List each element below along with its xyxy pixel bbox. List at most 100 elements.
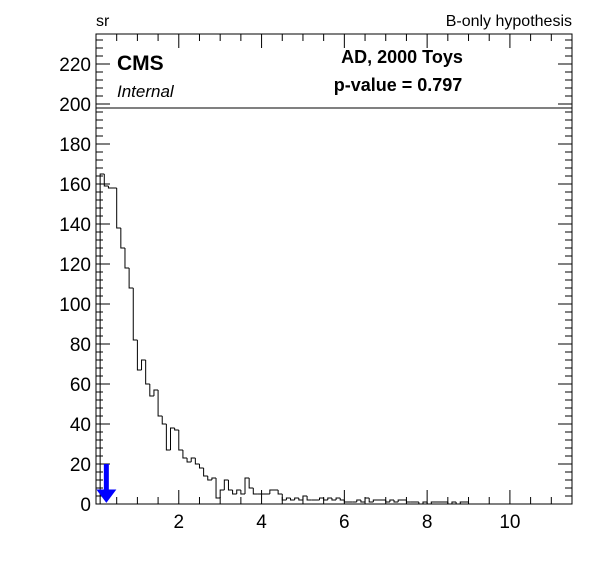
y-tick-label: 160 bbox=[59, 175, 91, 196]
histogram-bin bbox=[331, 498, 337, 501]
y-tick-label: 60 bbox=[70, 375, 91, 396]
toys-label: AD, 2000 Toys bbox=[341, 47, 463, 67]
histogram-bin bbox=[203, 468, 208, 477]
histogram-bin bbox=[426, 502, 432, 505]
histogram-bin bbox=[153, 389, 159, 396]
histogram-bin bbox=[219, 489, 225, 498]
histogram-bin bbox=[120, 228, 125, 249]
pvalue-label: p-value = 0.797 bbox=[334, 75, 463, 95]
observed-arrow-head bbox=[96, 489, 117, 503]
histogram-bin bbox=[455, 502, 461, 505]
histogram-bin bbox=[389, 499, 395, 502]
histogram-bin bbox=[207, 476, 212, 481]
histogram-bin bbox=[447, 502, 452, 505]
histogram-bin bbox=[385, 500, 390, 503]
histogram-bin bbox=[372, 499, 386, 502]
x-tick-label: 2 bbox=[173, 512, 184, 533]
y-tick-label: 100 bbox=[59, 295, 91, 316]
histogram-bin bbox=[451, 501, 457, 504]
histogram-bin bbox=[327, 497, 332, 500]
histogram-bin bbox=[393, 500, 399, 503]
y-tick-label: 120 bbox=[59, 255, 91, 276]
histogram-bin bbox=[252, 488, 258, 495]
histogram-bin bbox=[227, 480, 233, 491]
histogram-bin bbox=[128, 268, 134, 289]
histogram-bin bbox=[174, 428, 179, 431]
histogram-bin bbox=[132, 288, 138, 341]
histogram-bin bbox=[240, 490, 246, 495]
histogram-bin bbox=[157, 390, 163, 417]
histogram-bin bbox=[161, 416, 167, 425]
histogram-bin bbox=[298, 498, 303, 501]
status-label: Internal bbox=[117, 82, 175, 101]
tick-labels: 0 20 40 60 80 100 120 140 160 180 200 220 2 4 6 8 10 bbox=[59, 55, 520, 533]
histogram-bin bbox=[211, 477, 217, 480]
histogram-bin bbox=[223, 479, 229, 490]
histogram-bin bbox=[124, 248, 130, 269]
histogram-bin bbox=[418, 502, 423, 505]
y-tick-label: 0 bbox=[80, 495, 91, 516]
histogram-bin bbox=[178, 430, 183, 451]
x-tick-label: 4 bbox=[256, 512, 267, 533]
histogram-bin bbox=[364, 497, 370, 502]
histogram-bin bbox=[319, 497, 324, 500]
histogram-bin bbox=[186, 458, 192, 463]
histogram-bin bbox=[107, 186, 117, 189]
y-tick-label: 20 bbox=[70, 455, 91, 476]
y-tick-label: 220 bbox=[59, 55, 91, 76]
histogram-bin bbox=[248, 478, 254, 489]
histogram-bin bbox=[459, 501, 469, 504]
histogram-bin bbox=[103, 174, 109, 187]
histogram-bin bbox=[468, 502, 473, 505]
y-tick-label: 200 bbox=[59, 95, 91, 116]
hypothesis-label: B-only hypothesis bbox=[446, 13, 572, 30]
histogram-bin bbox=[397, 499, 407, 502]
histogram-bin bbox=[339, 498, 345, 501]
axis-ticks bbox=[95, 34, 573, 505]
histogram-bin bbox=[277, 490, 283, 495]
plot-frame bbox=[95, 33, 573, 505]
histogram-bin bbox=[182, 450, 188, 459]
histogram-bin bbox=[306, 496, 312, 501]
histogram-bin bbox=[99, 173, 105, 504]
histogram-bin bbox=[405, 500, 411, 503]
histogram-bin bbox=[194, 458, 200, 465]
histogram-bin bbox=[356, 499, 361, 502]
histogram-bin bbox=[269, 489, 279, 494]
histogram-bin bbox=[244, 477, 250, 494]
histogram-bin bbox=[141, 359, 146, 370]
histogram-bin bbox=[323, 498, 328, 501]
x-tick-label: 10 bbox=[499, 512, 520, 533]
histogram-bin bbox=[198, 464, 204, 469]
histogram-bin bbox=[294, 497, 299, 500]
histogram-bin bbox=[190, 457, 196, 462]
histogram-bin bbox=[136, 340, 142, 371]
histogram-bin bbox=[285, 497, 291, 500]
y-tick-label: 180 bbox=[59, 135, 91, 156]
histogram-bin bbox=[343, 500, 353, 503]
histogram-bin bbox=[281, 494, 287, 501]
histogram-bin bbox=[430, 501, 448, 504]
histogram-layer bbox=[99, 173, 572, 505]
histogram-bin bbox=[360, 500, 366, 503]
x-tick-label: 6 bbox=[339, 512, 350, 533]
region-label: sr bbox=[96, 13, 110, 30]
y-tick-label: 140 bbox=[59, 215, 91, 236]
histogram-bin bbox=[170, 427, 175, 450]
histogram-bin bbox=[116, 188, 121, 229]
histogram-bin bbox=[236, 489, 241, 494]
histogram-bin bbox=[302, 495, 308, 500]
histogram-bin bbox=[232, 490, 237, 495]
y-tick-label: 80 bbox=[70, 335, 91, 356]
histogram-bin bbox=[215, 478, 221, 499]
observed-arrow-layer bbox=[96, 464, 117, 503]
histogram-bin bbox=[145, 360, 150, 385]
histogram-bin bbox=[335, 497, 341, 500]
histogram-bin bbox=[165, 424, 171, 451]
histogram-bin bbox=[149, 384, 154, 397]
histogram-bin bbox=[290, 498, 295, 501]
y-tick-label: 40 bbox=[70, 415, 91, 436]
experiment-label: CMS bbox=[117, 52, 164, 75]
